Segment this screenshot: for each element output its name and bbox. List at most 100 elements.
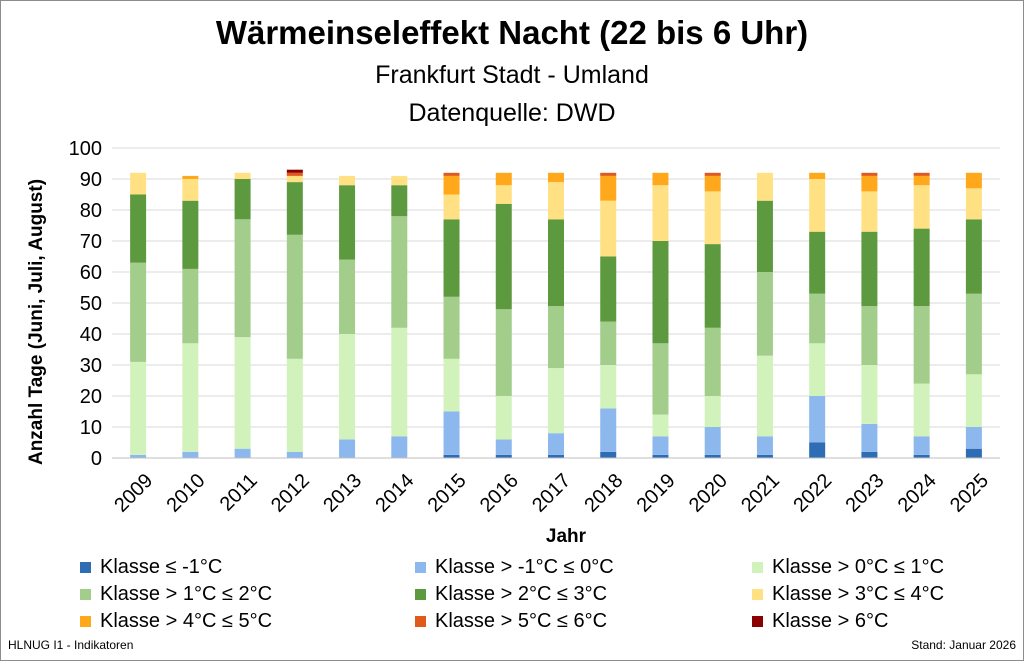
- bar-segment: [704, 175, 721, 192]
- bar-segment: [234, 179, 251, 220]
- bar-segment: [913, 306, 930, 384]
- y-tick-label: 20: [80, 386, 102, 408]
- x-tick-label: 2024: [894, 470, 941, 517]
- bar-segment: [600, 175, 617, 201]
- x-axis-label: Jahr: [546, 526, 587, 547]
- bar-segment: [548, 454, 564, 458]
- bar-segment: [286, 451, 303, 458]
- bar-segment: [704, 396, 721, 427]
- bar-segment: [182, 200, 199, 269]
- bar-segment: [548, 219, 564, 307]
- x-tick-label: 2017: [528, 470, 575, 517]
- legend-swatch: [415, 589, 426, 600]
- x-tick-label: 2009: [110, 470, 157, 517]
- bar-segment: [861, 172, 878, 176]
- bar-segment: [443, 454, 460, 458]
- y-tick-label: 80: [80, 200, 102, 222]
- legend-swatch: [415, 616, 426, 627]
- legend-swatch: [752, 616, 763, 627]
- bar-segment: [339, 175, 356, 186]
- bar-segment: [391, 436, 408, 458]
- y-tick-label: 60: [80, 262, 102, 284]
- x-tick-label: 2025: [946, 470, 993, 517]
- bar-segment: [443, 175, 460, 195]
- bar-segment: [130, 454, 147, 458]
- bar-segment: [495, 439, 512, 455]
- bar-segment: [495, 309, 512, 396]
- bar-segment: [130, 172, 147, 195]
- bar-segment: [965, 427, 982, 449]
- legend-label: Klasse > 4°C ≤ 5°C: [100, 610, 273, 632]
- bar-segment: [861, 365, 878, 424]
- bar-segment: [913, 436, 930, 455]
- x-tick-label: 2013: [319, 470, 366, 517]
- bar-segment: [391, 175, 408, 186]
- x-tick-label: 2011: [216, 470, 262, 516]
- y-tick-label: 90: [80, 169, 102, 191]
- bar-segment: [600, 321, 617, 365]
- bar-segment: [548, 182, 564, 220]
- bar-segment: [286, 234, 303, 359]
- y-tick-label: 30: [80, 355, 102, 377]
- legend-label: Klasse > 0°C ≤ 1°C: [772, 556, 945, 578]
- bar-segment: [234, 172, 251, 179]
- bar-segment: [339, 334, 356, 440]
- bar-segment: [756, 436, 773, 455]
- bar-segment: [495, 172, 512, 186]
- bar-segment: [443, 358, 460, 412]
- bar-segment: [756, 454, 773, 458]
- bar-segment: [704, 172, 721, 176]
- legend-label: Klasse > -1°C ≤ 0°C: [435, 556, 614, 578]
- bar-segment: [809, 172, 826, 179]
- bar-segment: [809, 179, 826, 232]
- bar-segment: [965, 293, 982, 375]
- bar-segment: [809, 396, 826, 443]
- bar-segment: [600, 365, 617, 409]
- x-tick-label: 2010: [162, 470, 209, 517]
- legend-swatch: [80, 616, 91, 627]
- bar-segment: [391, 185, 408, 217]
- bar-segment: [339, 185, 356, 260]
- legend-swatch: [415, 562, 426, 573]
- y-tick-label: 10: [80, 417, 102, 439]
- bar-segment: [391, 327, 408, 437]
- bar-segment: [652, 436, 669, 455]
- bar-segment: [443, 194, 460, 220]
- bar-segment: [548, 172, 564, 183]
- bar-segment: [182, 179, 199, 201]
- bar-segment: [286, 358, 303, 452]
- x-tick-label: 2014: [371, 470, 418, 517]
- chart-subtitle-source: Datenquelle: DWD: [408, 99, 616, 127]
- bar-segment: [130, 262, 147, 362]
- bar-segment: [548, 368, 564, 434]
- bar-segment: [913, 185, 930, 229]
- bar-segment: [391, 216, 408, 328]
- bar-segment: [756, 272, 773, 356]
- x-tick-label: 2020: [685, 470, 732, 517]
- bar-segment: [913, 172, 930, 176]
- bar-segment: [286, 182, 303, 235]
- bar-segment: [182, 451, 199, 458]
- bar-segment: [339, 439, 356, 458]
- bar-segment: [495, 454, 512, 458]
- legend-label: Klasse > 6°C: [772, 610, 889, 632]
- y-tick-label: 70: [80, 231, 102, 253]
- bar-segment: [861, 306, 878, 365]
- bar-segment: [965, 188, 982, 220]
- bar-segment: [443, 172, 460, 176]
- bar-segment: [861, 423, 878, 452]
- legend-swatch: [752, 562, 763, 573]
- bar-segment: [130, 361, 147, 455]
- x-tick-label: 2019: [633, 470, 680, 517]
- legend-label: Klasse > 2°C ≤ 3°C: [435, 583, 608, 605]
- bar-segment: [495, 396, 512, 440]
- bar-segment: [861, 191, 878, 232]
- bar-segment: [913, 175, 930, 186]
- bar-segment: [495, 203, 512, 310]
- bar-segment: [182, 268, 199, 344]
- bar-segment: [652, 185, 669, 241]
- bar-segment: [809, 442, 826, 458]
- bar-segment: [652, 343, 669, 415]
- footer-date: Stand: Januar 2026: [911, 638, 1016, 652]
